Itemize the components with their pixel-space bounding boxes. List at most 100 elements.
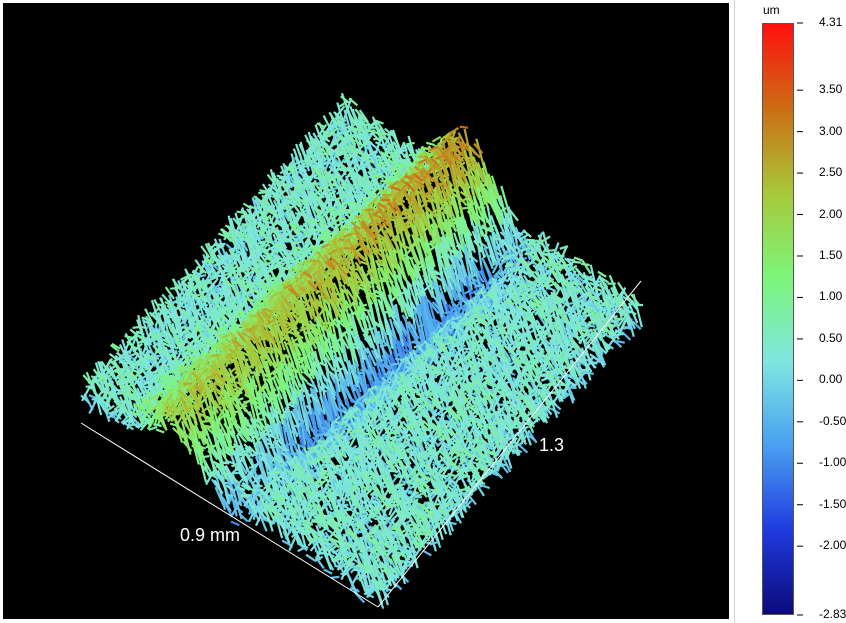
surface-profile-segment <box>347 164 358 177</box>
surface-profile-segment <box>309 191 320 207</box>
surface-profile-segment <box>517 286 528 300</box>
surface-profile-segment <box>429 238 439 244</box>
surface-profile-segment <box>349 173 360 188</box>
surface-profile-segment <box>552 321 563 333</box>
surface-profile-segment <box>334 174 345 184</box>
surface-profile-segment <box>475 222 486 259</box>
surface-profile-segment <box>481 257 492 276</box>
surface-profile-segment <box>443 131 454 144</box>
surface-profile-segment <box>480 225 490 232</box>
surface-profile-segment <box>416 184 425 188</box>
surface-profile-segment <box>560 378 571 400</box>
surface-profile-segment <box>487 173 498 200</box>
surface-profile-segment <box>504 288 515 302</box>
surface-profile-segment <box>601 303 611 307</box>
surface-profile-segment <box>619 307 631 323</box>
surface-profile-segment <box>387 201 398 215</box>
surface-profile-segment <box>572 280 583 287</box>
surface-profile-segment <box>236 210 246 215</box>
surface-profile-segment <box>375 161 385 168</box>
surface-profile-segment <box>323 130 333 136</box>
surface-profile-segment <box>371 168 381 174</box>
surface-profile-segment <box>361 116 372 127</box>
surface-profile-segment <box>450 300 461 311</box>
surface-profile-segment <box>466 279 477 286</box>
surface-profile-segment <box>546 249 556 252</box>
surface-profile-segment <box>352 128 362 132</box>
surface-profile-segment <box>513 282 525 305</box>
surface-profile-segment <box>504 264 514 268</box>
surface-profile-segment <box>334 148 344 154</box>
surface-profile-segment <box>533 363 544 383</box>
surface-profile-segment <box>496 324 507 341</box>
surface-profile-segment <box>396 163 405 167</box>
surface-profile-segment <box>538 282 549 289</box>
surface-profile-segment <box>431 135 442 143</box>
surface-profile-segment <box>483 213 494 229</box>
surface-profile-segment <box>376 204 387 221</box>
surface-profile-segment <box>332 181 343 191</box>
surface-profile-segment <box>346 179 357 207</box>
surface-profile-segment <box>412 194 423 215</box>
surface-profile-segment <box>391 201 402 216</box>
surface-profile-segment <box>455 164 467 182</box>
surface-plot-area[interactable]: 0.9 mm 1.3 <box>3 3 729 619</box>
surface-profile-segment <box>617 281 628 296</box>
surface-profile-segment <box>544 264 554 267</box>
surface-profile-segment <box>420 162 431 187</box>
surface-profile-segment <box>387 157 398 168</box>
surface-profile-segment <box>324 170 334 180</box>
surface-profile-segment <box>298 182 309 190</box>
surface-profile-segment <box>546 318 557 337</box>
surface-profile-segment <box>419 234 430 265</box>
surface-profile-segment <box>380 179 389 183</box>
surface-profile-segment <box>520 233 530 240</box>
surface-profile-segment <box>547 265 558 276</box>
surface-profile-segment <box>506 217 517 236</box>
surface-profile-segment <box>573 256 583 262</box>
surface-profile-segment <box>574 267 585 279</box>
surface-profile-segment <box>597 270 607 278</box>
surface-profile-segment <box>542 256 553 266</box>
surface-profile-segment <box>563 257 574 266</box>
surface-profile-segment <box>363 178 375 197</box>
surface-profile-segment <box>524 261 535 277</box>
surface-profile-segment <box>441 211 452 239</box>
surface-profile-segment <box>595 343 607 366</box>
surface-profile-segment <box>477 290 487 295</box>
surface-profile-segment <box>627 309 637 316</box>
surface-profile-segment <box>404 175 413 180</box>
surface-profile-segment <box>348 201 358 205</box>
surface-profile-segment <box>416 238 427 270</box>
surface-profile-segment <box>514 297 524 305</box>
surface-profile-segment <box>343 154 354 164</box>
surface-profile-segment <box>438 182 450 200</box>
surface-profile-segment <box>474 163 485 181</box>
surface-profile-segment <box>559 331 570 347</box>
surface-profile-segment <box>607 334 618 348</box>
surface-profile-segment <box>463 288 473 296</box>
surface-profile-segment <box>356 177 368 192</box>
surface-profile-segment <box>589 281 599 288</box>
surface-profile-segment <box>597 344 608 355</box>
surface-profile-segment <box>375 119 386 134</box>
surface-profile-segment <box>373 137 382 141</box>
surface-profile-segment <box>607 316 617 324</box>
surface-profile-segment <box>299 198 309 204</box>
surface-profile-segment <box>334 116 345 130</box>
surface-profile-segment <box>556 261 566 269</box>
surface-profile-segment <box>380 153 392 174</box>
surface-profile-segment <box>622 325 632 330</box>
surface-profile-segment <box>571 353 582 363</box>
surface-profile-segment <box>556 308 567 316</box>
surface-profile-segment <box>491 237 500 241</box>
surface-profile-segment <box>364 152 375 162</box>
surface-profile-segment <box>377 202 387 210</box>
surface-profile-segment <box>500 212 512 250</box>
surface-profile-segment <box>332 207 344 220</box>
surface-profile-segment <box>413 172 423 182</box>
surface-profile-segment <box>337 115 347 122</box>
surface-profile-segment <box>547 333 557 338</box>
surface-profile-segment <box>434 247 446 290</box>
surface-profile-segment <box>510 341 521 353</box>
